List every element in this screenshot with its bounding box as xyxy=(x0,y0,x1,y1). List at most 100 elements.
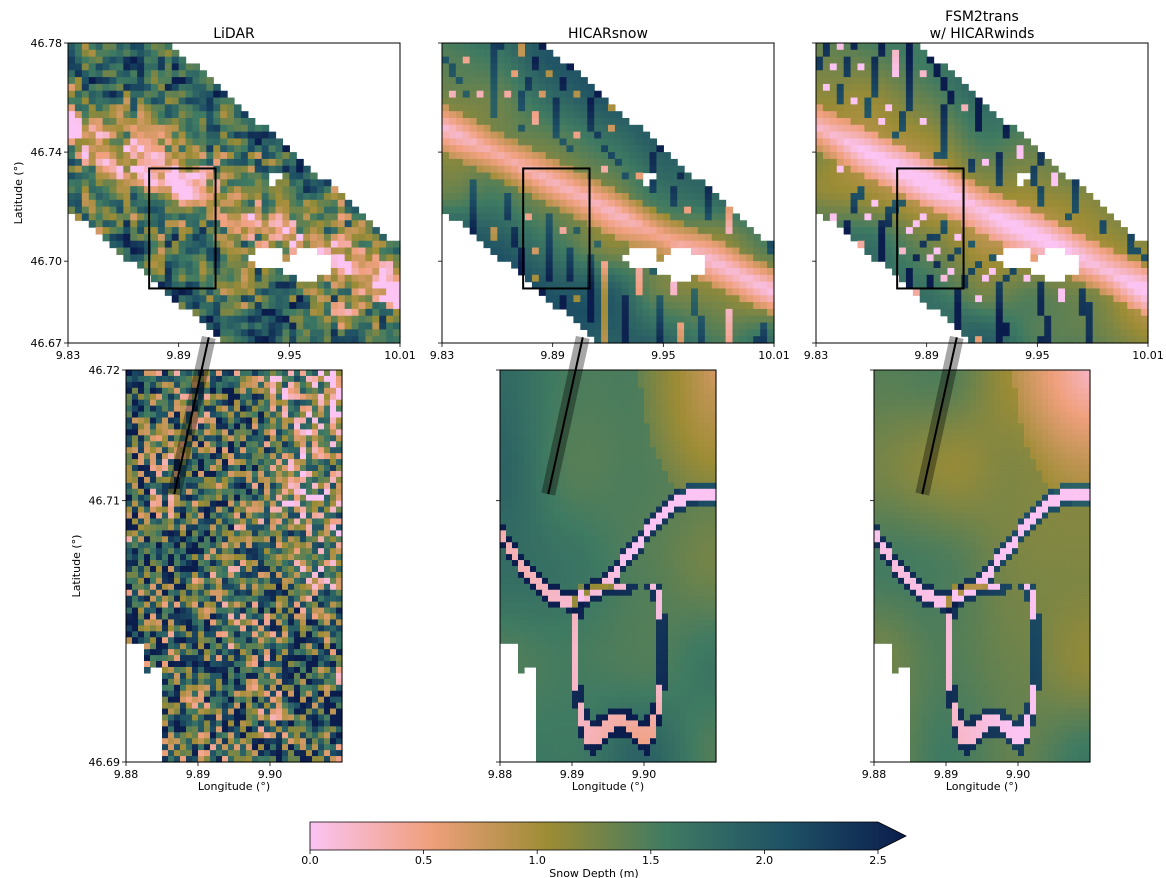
raster-cell xyxy=(961,233,969,242)
raster-cell xyxy=(206,104,214,112)
raster-cell xyxy=(95,77,104,85)
raster-cell xyxy=(462,124,471,133)
raster-cell xyxy=(210,500,217,508)
raster-cell xyxy=(81,179,90,187)
raster-cell xyxy=(336,453,343,460)
raster-cell xyxy=(462,43,471,51)
raster-cell xyxy=(1030,233,1038,242)
raster-cell xyxy=(1141,295,1149,303)
raster-cell xyxy=(151,172,159,180)
raster-cell xyxy=(174,512,181,520)
raster-cell xyxy=(199,281,207,290)
raster-cell xyxy=(608,172,616,180)
raster-cell xyxy=(580,233,588,242)
raster-cell xyxy=(954,83,962,92)
raster-cell xyxy=(393,247,401,255)
raster-cell xyxy=(144,453,151,460)
raster-cell xyxy=(511,145,519,153)
raster-cell xyxy=(552,206,561,215)
raster-cell xyxy=(656,158,664,167)
raster-cell xyxy=(594,329,602,337)
raster-cell xyxy=(330,295,339,303)
raster-cell xyxy=(276,441,283,448)
raster-cell xyxy=(116,165,124,174)
raster-cell xyxy=(968,240,976,249)
raster-cell xyxy=(1120,295,1128,303)
raster-cell xyxy=(74,49,83,58)
raster-cell xyxy=(171,186,180,194)
raster-cell xyxy=(220,199,228,208)
raster-cell xyxy=(1065,329,1073,337)
raster-cell xyxy=(525,220,533,228)
raster-cell xyxy=(511,77,519,85)
raster-cell xyxy=(204,370,211,377)
raster-cell xyxy=(1065,322,1073,330)
raster-cell xyxy=(614,145,623,153)
raster-cell xyxy=(95,179,104,187)
raster-cell xyxy=(954,302,962,310)
raster-cell xyxy=(1044,213,1052,221)
raster-cell xyxy=(186,417,193,425)
raster-cell xyxy=(933,179,942,187)
raster-cell xyxy=(871,227,879,235)
raster-cell xyxy=(126,512,133,520)
raster-cell xyxy=(552,261,561,269)
raster-cell xyxy=(240,381,247,389)
raster-cell xyxy=(442,138,450,146)
raster-cell xyxy=(892,83,900,92)
raster-cell xyxy=(469,90,478,99)
raster-cell xyxy=(138,465,145,472)
raster-cell xyxy=(614,111,623,119)
raster-cell xyxy=(912,83,921,92)
raster-cell xyxy=(954,145,962,153)
raster-cell xyxy=(1023,268,1032,276)
raster-cell xyxy=(919,206,928,215)
raster-cell xyxy=(455,131,464,140)
raster-cell xyxy=(767,254,775,262)
raster-cell xyxy=(704,254,713,262)
raster-cell xyxy=(725,315,734,324)
raster-cell xyxy=(178,193,187,201)
raster-cell xyxy=(386,254,394,262)
raster-cell xyxy=(912,199,921,208)
raster-cell xyxy=(497,213,505,221)
raster-cell xyxy=(691,220,699,228)
raster-cell xyxy=(642,131,651,140)
raster-cell xyxy=(270,417,277,425)
raster-cell xyxy=(518,111,526,119)
raster-cell xyxy=(469,111,478,119)
raster-cell xyxy=(204,387,211,395)
raster-cell xyxy=(268,240,277,249)
raster-cell xyxy=(580,322,588,330)
raster-cell xyxy=(1037,199,1045,208)
raster-cell xyxy=(109,43,118,51)
raster-cell xyxy=(310,302,318,310)
raster-cell xyxy=(220,247,228,255)
raster-cell xyxy=(144,399,151,407)
raster-cell xyxy=(234,111,242,119)
raster-cell xyxy=(829,193,838,201)
panel-title-line1: FSM2trans xyxy=(945,9,1019,25)
raster-cell xyxy=(192,124,201,133)
raster-cell xyxy=(608,288,616,296)
raster-cell xyxy=(74,63,83,71)
raster-cell xyxy=(247,336,256,344)
raster-cell xyxy=(912,288,921,296)
raster-cell xyxy=(670,295,678,303)
raster-cell xyxy=(545,281,554,290)
raster-cell xyxy=(947,247,955,255)
raster-cell xyxy=(718,233,727,242)
raster-cell xyxy=(109,213,118,221)
raster-cell xyxy=(116,199,124,208)
raster-cell xyxy=(144,500,151,508)
raster-cell xyxy=(358,261,367,269)
raster-cell xyxy=(718,254,727,262)
raster-cell xyxy=(123,56,131,65)
raster-cell xyxy=(968,165,976,174)
raster-cell xyxy=(988,179,997,187)
raster-cell xyxy=(926,295,935,303)
raster-cell xyxy=(885,199,893,208)
raster-cell xyxy=(275,233,284,242)
raster-cell xyxy=(234,399,241,407)
raster-cell xyxy=(525,118,533,126)
